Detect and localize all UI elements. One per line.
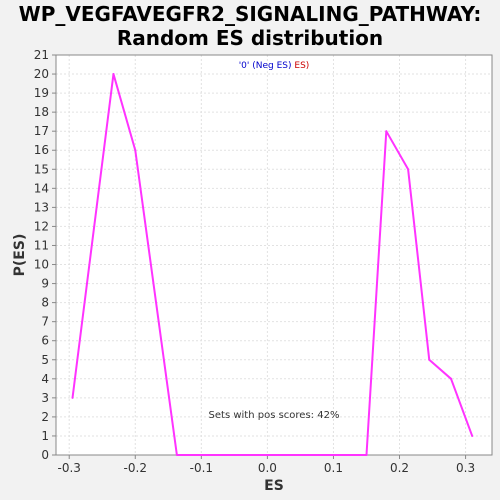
- y-tick-label: 13: [34, 200, 49, 214]
- legend-neg-label: '0' (Neg ES): [239, 61, 292, 71]
- y-tick-label: 20: [34, 67, 49, 81]
- y-tick-label: 0: [41, 448, 49, 462]
- y-axis-label: P(ES): [12, 234, 28, 277]
- y-tick-label: 11: [34, 238, 49, 252]
- legend-es-label: ES): [292, 61, 310, 71]
- y-tick-label: 14: [34, 181, 49, 195]
- x-tick-label: 0.0: [258, 461, 277, 475]
- legend: '0' (Neg ES) ES): [239, 61, 310, 71]
- x-tick-label: -0.1: [190, 461, 213, 475]
- chart-title-line2: Random ES distribution: [116, 26, 384, 50]
- y-tick-label: 10: [34, 258, 49, 272]
- data-point: [428, 358, 431, 361]
- y-tick-label: 12: [34, 219, 49, 233]
- chart-title: WP_VEGFAVEGFR2_SIGNALING_PATHWAY: Random…: [0, 2, 500, 50]
- x-axis-label: ES: [264, 478, 284, 494]
- annotation-pos-scores: Sets with pos scores: 42%: [209, 410, 340, 421]
- y-tick-label: 9: [41, 277, 49, 291]
- y-tick-label: 15: [34, 162, 49, 176]
- x-tick-label: -0.2: [124, 461, 147, 475]
- data-point: [134, 149, 137, 152]
- y-tick-label: 3: [41, 391, 49, 405]
- x-tick-label: 0.3: [456, 461, 475, 475]
- y-tick-label: 18: [34, 105, 49, 119]
- y-tick-label: 19: [34, 86, 49, 100]
- y-tick-label: 8: [41, 296, 49, 310]
- x-tick-label: 0.1: [324, 461, 343, 475]
- plot-area: [56, 55, 492, 455]
- series-line: [71, 73, 474, 456]
- data-point: [71, 396, 74, 399]
- data-point: [450, 377, 453, 380]
- y-tick-label: 16: [34, 143, 49, 157]
- data-point: [365, 454, 368, 456]
- data-point: [471, 434, 474, 437]
- chart-title-line1: WP_VEGFAVEGFR2_SIGNALING_PATHWAY:: [18, 2, 482, 26]
- y-tick-label: 2: [41, 410, 49, 424]
- data-point: [385, 130, 388, 133]
- data-point: [407, 168, 410, 171]
- y-tick-label: 17: [34, 124, 49, 138]
- y-tick-label: 4: [41, 372, 49, 386]
- y-tick-label: 7: [41, 315, 49, 329]
- x-tick-label: 0.2: [390, 461, 409, 475]
- data-point: [175, 454, 178, 456]
- y-tick-label: 5: [41, 353, 49, 367]
- y-tick-label: 21: [34, 48, 49, 62]
- x-tick-label: -0.3: [58, 461, 81, 475]
- data-point: [112, 73, 115, 76]
- y-tick-label: 6: [41, 334, 49, 348]
- y-tick-label: 1: [41, 429, 49, 443]
